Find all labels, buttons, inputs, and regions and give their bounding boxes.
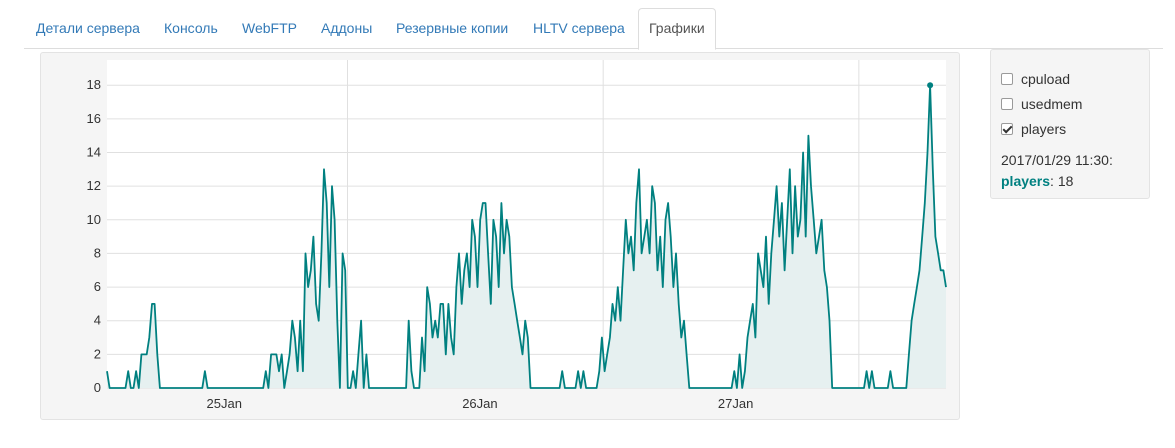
chart-legend-panel: cpuload usedmem players 2017/01/29 11:30… [990,49,1150,199]
y-tick-label: 18 [87,77,101,92]
tab-addons[interactable]: Аддоны [321,20,373,36]
chart-panel: 02468101214161825Jan26Jan27Jan28Jan29Jan [40,52,960,420]
y-tick-label: 14 [87,145,101,160]
players-line [106,84,947,389]
highlight-point [927,82,934,89]
tab-console[interactable]: Консоль [164,20,218,36]
hover-separator: : [1050,173,1058,189]
hover-readout: 2017/01/29 11:30: players: 18 [1001,150,1113,192]
legend-item-cpuload[interactable]: cpuload [1001,69,1070,89]
y-tick-label: 2 [94,346,101,361]
tab-server-details[interactable]: Детали сервера [36,20,140,36]
legend-label-cpuload: cpuload [1021,71,1071,87]
cpuload-checkbox[interactable] [1001,73,1013,85]
hover-series-name: players [1001,173,1051,189]
tab-hltv[interactable]: HLTV сервера [533,20,625,36]
legend-item-usedmem[interactable]: usedmem [1001,94,1082,114]
legend-label-players: players [1021,121,1067,137]
tab-backups[interactable]: Резервные копии [396,20,509,36]
usedmem-checkbox[interactable] [1001,98,1013,110]
tab-bar: Детали сервера Консоль WebFTP Аддоны Рез… [24,8,1163,50]
hover-time: 2017/01/29 11:30: [1001,152,1113,168]
players-chart[interactable]: 02468101214161825Jan26Jan27Jan28Jan29Jan [41,53,959,419]
hover-value: 18 [1057,173,1074,189]
x-tick-label: 25Jan [207,396,242,411]
y-tick-label: 12 [87,178,101,193]
y-tick-label: 6 [94,279,101,294]
y-tick-label: 0 [94,380,101,395]
y-tick-label: 10 [87,212,101,227]
y-tick-label: 8 [94,245,101,260]
legend-label-usedmem: usedmem [1021,96,1083,112]
x-tick-label: 27Jan [718,396,753,411]
legend-item-players[interactable]: players [1001,119,1066,139]
tab-graphs[interactable]: Графики [638,8,716,50]
x-tick-label: 26Jan [462,396,497,411]
tab-webftp[interactable]: WebFTP [242,20,297,36]
y-tick-label: 16 [87,111,101,126]
players-checkbox[interactable] [1001,123,1013,135]
hover-value-line: players: 18 [1001,171,1113,192]
y-tick-label: 4 [94,313,101,328]
